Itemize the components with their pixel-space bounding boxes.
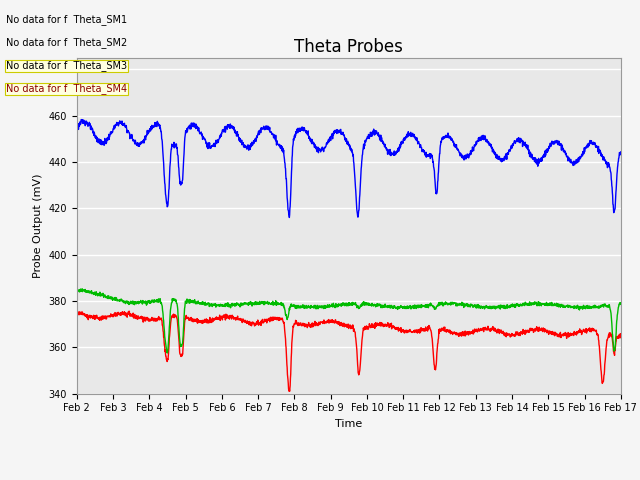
Theta_P2 bbox=[73, 288, 81, 293]
Theta_P3 bbox=[338, 130, 346, 136]
Text: No data for f  Theta_SM4: No data for f Theta_SM4 bbox=[6, 84, 127, 95]
Y-axis label: Probe Output (mV): Probe Output (mV) bbox=[33, 173, 43, 278]
Theta_P3 bbox=[602, 159, 609, 165]
Theta_P2 bbox=[324, 302, 332, 308]
Theta_P1 bbox=[502, 331, 509, 337]
Line: Theta_P3: Theta_P3 bbox=[77, 120, 621, 217]
Text: No data for f  Theta_SM1: No data for f Theta_SM1 bbox=[6, 14, 127, 25]
Theta_P2 bbox=[79, 286, 86, 292]
Theta_P2 bbox=[338, 302, 346, 308]
Theta_P2 bbox=[602, 303, 609, 309]
Theta_P2 bbox=[101, 292, 109, 298]
Line: Theta_P1: Theta_P1 bbox=[77, 311, 621, 391]
Theta_P2 bbox=[617, 301, 625, 307]
Theta_P3 bbox=[73, 127, 81, 133]
Theta_P1 bbox=[125, 308, 133, 314]
Text: No data for f  Theta_SM4: No data for f Theta_SM4 bbox=[6, 84, 127, 95]
Theta_P3 bbox=[77, 117, 85, 122]
Theta_P1 bbox=[602, 357, 609, 362]
X-axis label: Time: Time bbox=[335, 419, 362, 429]
Theta_P3 bbox=[285, 215, 293, 220]
Theta_P3 bbox=[324, 141, 332, 147]
Line: Theta_P2: Theta_P2 bbox=[77, 289, 621, 353]
Theta_P1 bbox=[617, 333, 625, 339]
Theta_P2 bbox=[602, 301, 609, 307]
Text: No data for f  Theta_SM3: No data for f Theta_SM3 bbox=[6, 60, 127, 72]
Theta_P2 bbox=[164, 350, 172, 356]
Title: Theta Probes: Theta Probes bbox=[294, 38, 403, 56]
Theta_P3 bbox=[502, 151, 509, 157]
Theta_P1 bbox=[324, 320, 332, 325]
Theta_P3 bbox=[101, 135, 109, 141]
Theta_P3 bbox=[602, 158, 609, 164]
Theta_P1 bbox=[338, 320, 346, 326]
Theta_P1 bbox=[100, 315, 108, 321]
Text: No data for f  Theta_SM3: No data for f Theta_SM3 bbox=[6, 60, 127, 72]
Text: No data for f  Theta_SM2: No data for f Theta_SM2 bbox=[6, 37, 127, 48]
Theta_P1 bbox=[602, 352, 609, 358]
Theta_P1 bbox=[286, 388, 294, 394]
Legend: Theta_P1, Theta_P2, Theta_P3: Theta_P1, Theta_P2, Theta_P3 bbox=[192, 474, 506, 480]
Theta_P2 bbox=[502, 303, 509, 309]
Theta_P1 bbox=[73, 312, 81, 317]
Theta_P3 bbox=[617, 149, 625, 155]
